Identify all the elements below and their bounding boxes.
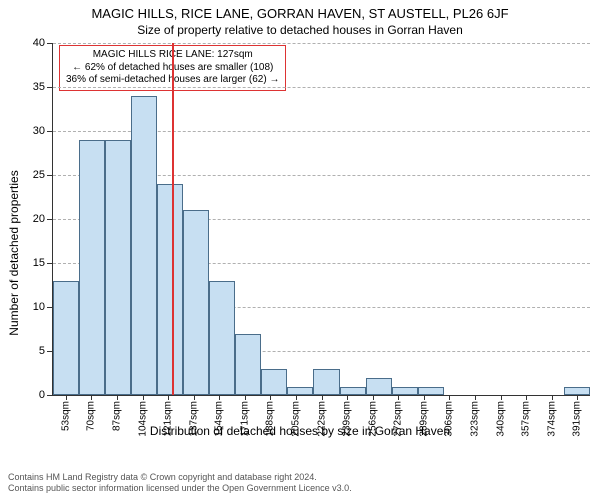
x-axis-label: Distribution of detached houses by size … [0, 424, 600, 438]
bar [287, 387, 313, 396]
y-tick-label: 0 [39, 389, 45, 401]
y-axis-label: Number of detached properties [7, 170, 21, 335]
y-tick-label: 10 [33, 301, 45, 313]
plot-zone: MAGIC HILLS RICE LANE: 127sqm ← 62% of d… [52, 43, 590, 396]
y-tick-label: 25 [33, 169, 45, 181]
bar [313, 369, 339, 395]
bar [183, 210, 209, 395]
sub-title: Size of property relative to detached ho… [0, 23, 600, 37]
chart-container: MAGIC HILLS, RICE LANE, GORRAN HAVEN, ST… [0, 0, 600, 500]
main-title: MAGIC HILLS, RICE LANE, GORRAN HAVEN, ST… [0, 6, 600, 21]
footer-line-2: Contains public sector information licen… [8, 483, 592, 494]
bar [79, 140, 105, 395]
bar [157, 184, 183, 395]
bar [105, 140, 131, 395]
chart-area: Number of detached properties MAGIC HILL… [0, 37, 600, 468]
bar [340, 387, 366, 396]
bar [392, 387, 418, 396]
y-tick-label: 5 [39, 345, 45, 357]
y-tick-label: 20 [33, 213, 45, 225]
bar [564, 387, 590, 396]
y-tick-label: 15 [33, 257, 45, 269]
bar [235, 334, 261, 396]
footer-line-1: Contains HM Land Registry data © Crown c… [8, 472, 592, 483]
y-tick-label: 40 [33, 37, 45, 49]
bar [209, 281, 235, 396]
bar [131, 96, 157, 396]
y-tick [47, 395, 53, 396]
bar [53, 281, 79, 396]
title-block: MAGIC HILLS, RICE LANE, GORRAN HAVEN, ST… [0, 0, 600, 37]
reference-line [172, 43, 174, 395]
bar [366, 378, 392, 396]
footer: Contains HM Land Registry data © Crown c… [0, 468, 600, 500]
bar [261, 369, 287, 395]
y-tick-label: 35 [33, 81, 45, 93]
bar [418, 387, 444, 396]
bars [53, 43, 590, 395]
y-tick-label: 30 [33, 125, 45, 137]
